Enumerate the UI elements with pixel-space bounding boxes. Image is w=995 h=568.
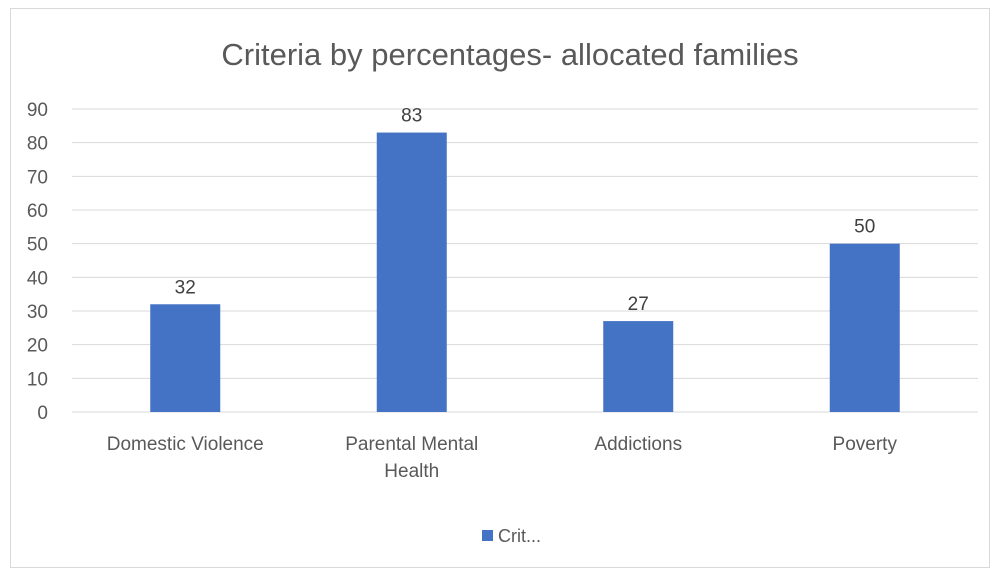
y-tick-label: 90 — [27, 100, 48, 121]
gridlines — [72, 108, 978, 413]
data-label: 83 — [401, 106, 422, 127]
legend-label: Crit... — [498, 526, 541, 546]
category-label: Poverty — [833, 434, 898, 455]
legend-swatch — [482, 530, 493, 541]
data-label: 32 — [175, 277, 196, 298]
data-label: 50 — [854, 217, 875, 238]
y-tick-label: 50 — [27, 235, 48, 256]
category-label: Addictions — [594, 434, 682, 455]
data-label: 27 — [628, 294, 649, 315]
chart-frame — [10, 8, 990, 568]
category-label: Health — [384, 461, 439, 482]
bar — [603, 321, 674, 412]
data-labels: 32 83 27 50 — [175, 106, 876, 316]
y-axis-ticks: 0 10 20 30 40 50 60 70 80 90 — [27, 100, 48, 424]
category-labels: Domestic Violence Parental Mental Health Ad… — [107, 434, 898, 482]
y-tick-label: 40 — [27, 268, 48, 289]
category-label: Domestic Violence — [107, 434, 264, 455]
y-tick-label: 60 — [27, 201, 48, 222]
bar — [150, 304, 221, 412]
bar — [376, 132, 447, 413]
bar — [829, 243, 900, 412]
y-tick-label: 10 — [27, 369, 48, 390]
y-tick-label: 0 — [37, 403, 48, 424]
chart-title: Criteria by percentages- allocated famil… — [221, 37, 798, 72]
y-tick-label: 70 — [27, 167, 48, 188]
category-label: Parental Mental — [345, 434, 478, 455]
y-tick-label: 30 — [27, 302, 48, 323]
legend: Crit... — [482, 526, 541, 546]
y-tick-label: 20 — [27, 336, 48, 357]
bars — [150, 132, 900, 413]
y-tick-label: 80 — [27, 134, 48, 155]
